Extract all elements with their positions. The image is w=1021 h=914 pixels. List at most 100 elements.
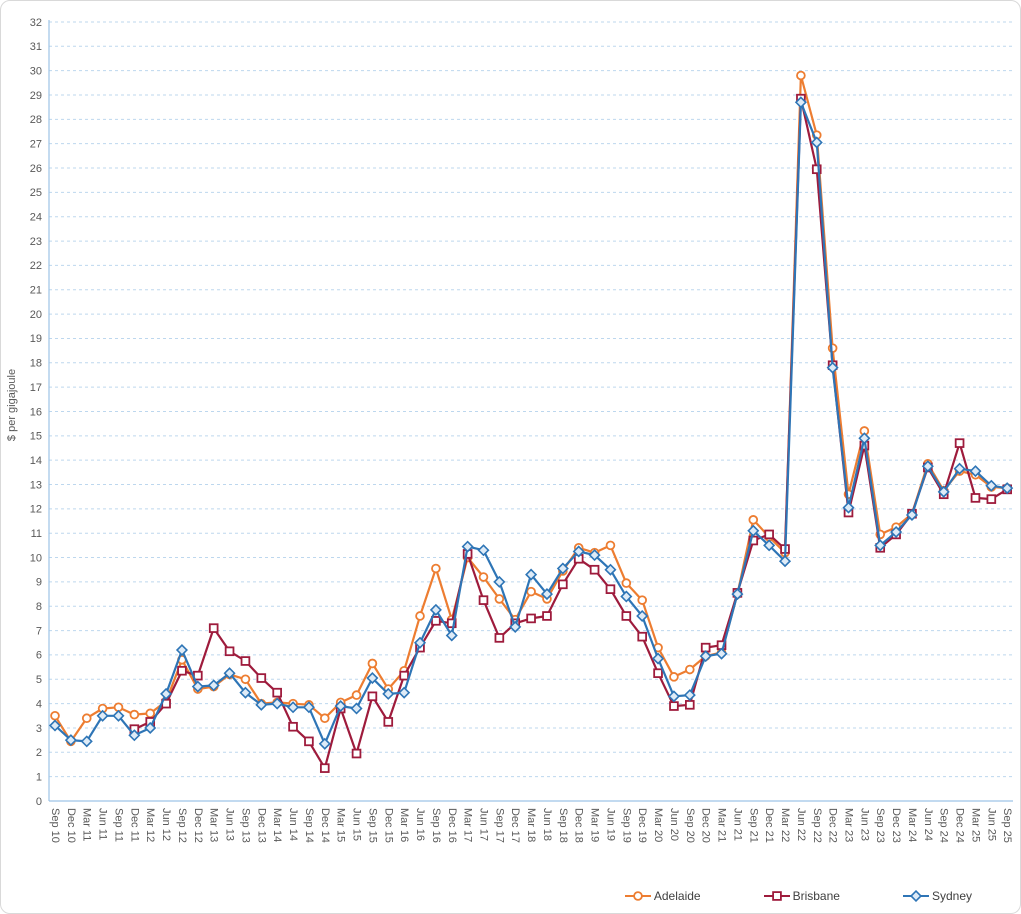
x-tick-label: Dec 19 [636,808,648,843]
marker-adelaide [319,713,330,724]
x-tick-label: Sep 19 [620,808,632,843]
marker-brisbane [431,616,441,626]
square-marker-icon [763,891,790,901]
legend-item-brisbane[interactable]: Brisbane [763,889,840,903]
y-tick-label: 5 [36,674,42,686]
marker-adelaide [827,343,838,353]
x-tick-label: Dec 24 [954,808,966,843]
y-tick-label: 24 [30,212,42,224]
marker-brisbane [351,748,362,759]
y-tick-label: 30 [30,65,42,77]
marker-sydney [953,462,966,475]
marker-sydney [445,629,458,642]
x-tick-label: Dec 13 [255,808,267,843]
x-tick-label: Dec 11 [128,808,140,842]
marker-brisbane [288,721,298,732]
x-tick-label: Jun 22 [795,808,807,841]
y-tick-label: 25 [30,187,42,199]
marker-sydney [842,501,855,514]
marker-sydney [810,136,823,149]
x-tick-label: Jun 24 [922,808,934,841]
x-tick-label: Mar 12 [144,808,156,842]
x-tick-label: Dec 21 [763,808,775,843]
marker-sydney [128,729,141,742]
marker-sydney [493,575,506,588]
marker-sydney [477,544,490,557]
x-tick-label: Sep 21 [747,808,759,843]
marker-sydney [287,701,300,714]
y-tick-label: 20 [30,309,42,321]
marker-brisbane [367,691,378,702]
legend-item-sydney[interactable]: Sydney [902,889,972,903]
x-tick-label: Mar 25 [969,808,981,842]
x-tick-label: Mar 13 [208,808,220,842]
legend-marker [909,890,923,902]
marker-brisbane [272,687,282,698]
y-tick-label: 28 [30,114,42,126]
marker-sydney [239,686,252,699]
x-tick-label: Dec 20 [700,808,712,843]
x-tick-label: Mar 22 [779,808,791,842]
marker-adelaide [526,586,536,597]
x-tick-label: Sep 10 [49,808,61,843]
marker-adelaide [240,674,251,685]
marker-sydney [366,672,379,685]
marker-sydney [64,734,77,747]
series-line-sydney [54,101,1008,745]
marker-adelaide [605,540,616,551]
x-tick-label: Jun 17 [477,808,489,841]
marker-sydney [874,539,887,552]
x-tick-label: Mar 24 [906,808,918,842]
x-tick-label: Mar 11 [81,808,93,841]
marker-sydney [683,689,696,702]
x-tick-label: Mar 17 [462,808,474,842]
y-tick-label: 1 [36,771,42,783]
marker-sydney [334,700,347,713]
marker-brisbane [224,646,235,657]
marker-brisbane [177,665,187,676]
legend-item-adelaide[interactable]: Adelaide [624,889,701,903]
x-tick-label: Sep 14 [303,808,315,843]
marker-sydney [350,702,363,715]
marker-sydney [556,562,569,575]
series-adelaide [50,70,1012,747]
series-sydney [48,96,1014,750]
marker-sydney [826,361,839,374]
marker-sydney [699,650,712,663]
y-tick-label: 10 [30,552,42,564]
y-tick-label: 3 [36,723,42,735]
marker-sydney [731,588,744,601]
marker-sydney [858,432,871,445]
marker-sydney [413,636,427,649]
x-tick-label: Sep 17 [493,808,505,843]
y-tick-label: 22 [30,260,42,272]
marker-sydney [398,686,411,699]
legend: Adelaide Brisbane Sydney [624,889,972,903]
y-tick-label: 26 [30,163,42,175]
x-tick-label: Dec 22 [827,808,839,843]
x-tick-label: Jun 15 [351,808,363,841]
marker-sydney [429,603,442,616]
x-tick-label: Jun 19 [604,808,616,841]
marker-sydney [636,609,649,623]
y-tick-label: 19 [30,333,42,345]
marker-sydney [620,590,633,603]
legend-label: Adelaide [653,889,701,903]
marker-brisbane [589,564,600,575]
marker-brisbane [208,623,219,633]
marker-brisbane [954,438,965,448]
marker-brisbane [764,529,774,540]
marker-adelaide [145,708,156,719]
marker-sydney [207,679,220,692]
marker-sydney [1001,482,1014,495]
y-axis-title: $ per gigajoule [6,369,18,441]
marker-brisbane [526,613,536,624]
marker-sydney [96,709,109,722]
y-tick-label: 8 [36,601,42,613]
marker-brisbane [542,611,552,621]
diamond-marker-icon [902,890,929,902]
marker-sydney [652,652,665,665]
y-tick-label: 11 [31,528,42,540]
marker-brisbane [685,700,695,710]
x-tick-label: Sep 12 [176,808,188,843]
